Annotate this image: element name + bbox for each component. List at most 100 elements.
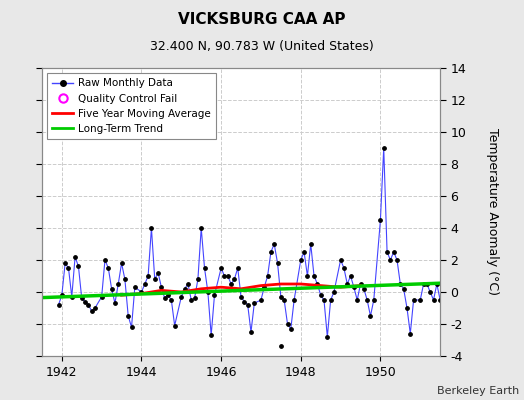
Point [54, 302, 63, 308]
Point [383, 249, 391, 255]
Point [267, 249, 275, 255]
Point [274, 260, 282, 266]
Point [323, 334, 332, 340]
Point [366, 313, 375, 319]
Point [127, 324, 136, 330]
Point [71, 254, 79, 260]
Point [303, 273, 312, 279]
Point [190, 295, 199, 302]
Point [200, 265, 209, 271]
Point [68, 294, 76, 300]
Point [237, 294, 245, 300]
Point [406, 330, 414, 337]
Point [300, 249, 308, 255]
Point [144, 273, 152, 279]
Point [389, 249, 398, 255]
Point [167, 297, 176, 303]
Point [399, 286, 408, 292]
Point [359, 286, 368, 292]
Point [270, 241, 278, 247]
Point [114, 281, 123, 287]
Point [287, 326, 295, 332]
Point [111, 300, 119, 306]
Point [436, 297, 444, 303]
Point [224, 273, 232, 279]
Point [147, 225, 156, 231]
Point [257, 297, 265, 303]
Point [84, 302, 93, 308]
Point [416, 297, 424, 303]
Point [137, 289, 146, 295]
Text: 32.400 N, 90.783 W (United States): 32.400 N, 90.783 W (United States) [150, 40, 374, 53]
Point [393, 257, 401, 263]
Point [81, 298, 89, 305]
Point [91, 305, 99, 311]
Point [210, 292, 219, 298]
Point [150, 276, 159, 282]
Point [250, 300, 258, 306]
Point [194, 276, 202, 282]
Point [280, 297, 288, 303]
Point [204, 289, 212, 295]
Point [326, 297, 335, 303]
Point [217, 265, 225, 271]
Point [197, 225, 205, 231]
Point [154, 270, 162, 276]
Point [376, 217, 385, 223]
Point [74, 263, 83, 270]
Point [369, 297, 378, 303]
Point [350, 284, 358, 290]
Legend: Raw Monthly Data, Quality Control Fail, Five Year Moving Average, Long-Term Tren: Raw Monthly Data, Quality Control Fail, … [47, 73, 216, 139]
Point [104, 265, 113, 271]
Point [260, 284, 268, 290]
Point [310, 273, 318, 279]
Point [180, 286, 189, 292]
Point [240, 298, 248, 305]
Point [247, 329, 255, 335]
Point [403, 305, 411, 311]
Point [426, 289, 434, 295]
Point [343, 281, 352, 287]
Point [187, 297, 195, 303]
Point [307, 241, 315, 247]
Point [124, 313, 133, 319]
Y-axis label: Temperature Anomaly (°C): Temperature Anomaly (°C) [486, 128, 499, 296]
Point [170, 322, 179, 329]
Point [140, 281, 149, 287]
Point [297, 257, 305, 263]
Point [107, 286, 116, 292]
Point [346, 273, 355, 279]
Point [290, 297, 298, 303]
Point [409, 297, 418, 303]
Point [419, 281, 428, 287]
Point [320, 297, 328, 303]
Point [230, 276, 238, 282]
Point [160, 295, 169, 302]
Point [117, 260, 126, 266]
Point [379, 145, 388, 151]
Point [433, 281, 441, 287]
Point [356, 281, 365, 287]
Point [264, 273, 272, 279]
Point [78, 295, 86, 302]
Point [396, 281, 405, 287]
Point [130, 284, 139, 290]
Point [277, 343, 285, 350]
Point [227, 281, 235, 287]
Point [157, 284, 166, 290]
Point [423, 281, 431, 287]
Point [283, 321, 292, 327]
Text: Berkeley Earth: Berkeley Earth [436, 386, 519, 396]
Point [177, 294, 185, 300]
Point [363, 297, 372, 303]
Point [64, 265, 73, 271]
Point [277, 294, 285, 300]
Point [336, 257, 345, 263]
Point [244, 302, 252, 308]
Point [164, 292, 172, 298]
Point [386, 257, 395, 263]
Point [330, 289, 338, 295]
Point [340, 265, 348, 271]
Point [220, 273, 228, 279]
Point [121, 276, 129, 282]
